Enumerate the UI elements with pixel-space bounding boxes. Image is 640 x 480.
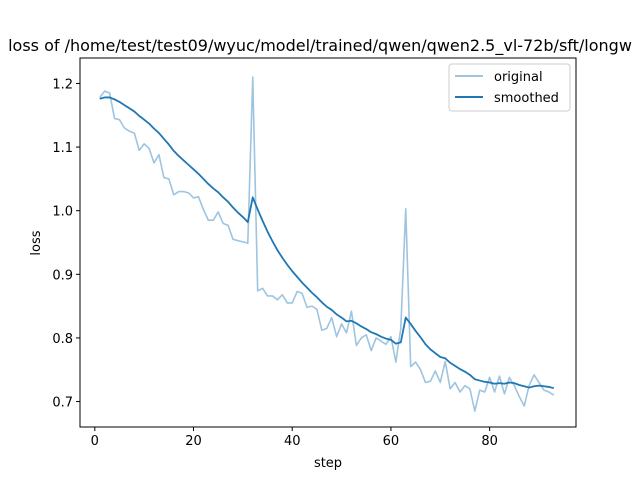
x-tick-label: 80 bbox=[481, 434, 498, 449]
y-tick-label: 1.1 bbox=[52, 141, 73, 156]
x-tick-label: 40 bbox=[284, 434, 301, 449]
y-tick-label: 0.8 bbox=[52, 332, 73, 347]
x-tick-label: 20 bbox=[185, 434, 202, 449]
legend-label-smoothed: smoothed bbox=[494, 91, 559, 106]
y-tick-label: 1.2 bbox=[52, 77, 73, 92]
series-line-smoothed bbox=[99, 96, 555, 390]
y-axis-label: loss bbox=[29, 230, 44, 255]
x-axis-label: step bbox=[314, 456, 342, 471]
y-tick-label: 1.0 bbox=[52, 205, 73, 220]
chart-title: loss of /home/test/test09/wyuc/model/tra… bbox=[8, 36, 632, 56]
legend-label-original: original bbox=[494, 70, 543, 85]
x-tick-label: 0 bbox=[91, 434, 99, 449]
y-tick-label: 0.9 bbox=[52, 268, 73, 283]
y-tick-label: 0.7 bbox=[52, 396, 73, 411]
series-line-original bbox=[99, 76, 555, 412]
axis-ticks: 0 20 40 60 80 0.7 0.8 0.9 1.0 1.1 1.2 bbox=[52, 77, 498, 449]
x-tick-label: 60 bbox=[383, 434, 400, 449]
legend: original smoothed bbox=[448, 63, 571, 112]
axes-frame bbox=[79, 57, 577, 428]
